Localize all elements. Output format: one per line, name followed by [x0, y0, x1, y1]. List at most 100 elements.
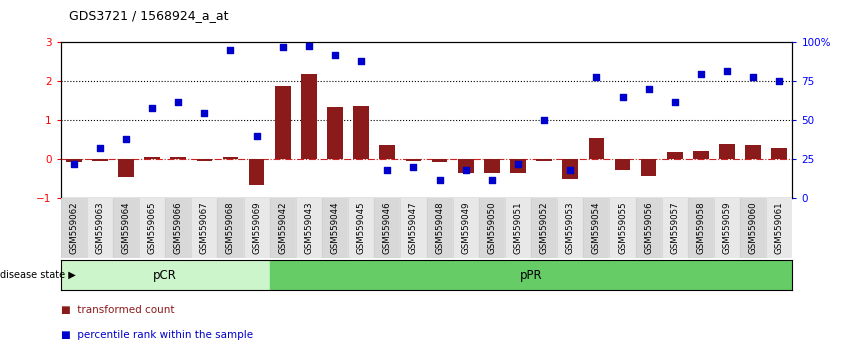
Point [563, 167, 577, 173]
Point [433, 177, 447, 182]
Point [590, 74, 604, 80]
Text: GSM559047: GSM559047 [409, 201, 418, 254]
Bar [275, 86, 291, 159]
Bar [426, 198, 453, 258]
Point [119, 136, 132, 142]
Bar [191, 198, 217, 258]
Point [537, 118, 551, 123]
Bar [484, 159, 500, 173]
Text: GSM559045: GSM559045 [357, 201, 365, 254]
Text: GSM559054: GSM559054 [591, 201, 601, 254]
Bar [610, 198, 636, 258]
Bar [740, 198, 766, 258]
Point [171, 99, 185, 104]
Text: pCR: pCR [153, 269, 177, 282]
Bar [249, 159, 264, 185]
Point [511, 161, 525, 167]
Text: GSM559056: GSM559056 [644, 201, 653, 254]
Bar [505, 198, 531, 258]
Text: GSM559069: GSM559069 [252, 201, 262, 254]
Bar [667, 152, 682, 159]
Text: ■  transformed count: ■ transformed count [61, 305, 174, 315]
Bar [145, 157, 160, 159]
Bar [589, 138, 604, 159]
Text: GSM559049: GSM559049 [462, 201, 470, 254]
Bar [322, 198, 348, 258]
Bar [92, 159, 107, 161]
Point [354, 58, 368, 64]
Bar [87, 198, 113, 258]
Text: GSM559055: GSM559055 [618, 201, 627, 254]
Bar [584, 198, 610, 258]
Bar [348, 198, 374, 258]
Bar [197, 159, 212, 161]
Point [302, 43, 316, 48]
Text: GSM559053: GSM559053 [565, 201, 575, 254]
Point [642, 86, 656, 92]
Point [380, 167, 394, 173]
Text: GSM559059: GSM559059 [722, 201, 732, 254]
Bar [296, 198, 322, 258]
Text: GSM559068: GSM559068 [226, 201, 235, 254]
Bar [353, 105, 369, 159]
Text: GSM559046: GSM559046 [383, 201, 391, 254]
Text: GSM559061: GSM559061 [775, 201, 784, 254]
Text: GSM559042: GSM559042 [278, 201, 288, 254]
Bar [510, 159, 526, 173]
Point [746, 74, 760, 80]
Bar [374, 198, 400, 258]
Text: pPR: pPR [520, 269, 542, 282]
Bar [432, 159, 448, 162]
Text: GSM559052: GSM559052 [540, 201, 548, 254]
Bar [223, 157, 238, 159]
Point [276, 44, 290, 50]
Text: GSM559058: GSM559058 [696, 201, 706, 254]
Text: disease state ▶: disease state ▶ [0, 270, 75, 280]
Point [694, 71, 708, 76]
Point [616, 94, 630, 100]
Text: GDS3721 / 1568924_a_at: GDS3721 / 1568924_a_at [69, 9, 229, 22]
Text: GSM559050: GSM559050 [488, 201, 496, 254]
Bar [746, 144, 761, 159]
Text: GSM559063: GSM559063 [95, 201, 104, 254]
Bar [458, 159, 474, 173]
Point [772, 79, 786, 84]
Bar [562, 159, 578, 179]
Bar [714, 198, 740, 258]
Bar [536, 159, 552, 161]
Point [485, 177, 499, 182]
Bar [379, 144, 395, 159]
Bar [693, 151, 708, 159]
Point [249, 133, 263, 139]
Bar [139, 198, 165, 258]
Bar [66, 159, 81, 162]
Bar [453, 198, 479, 258]
Text: GSM559057: GSM559057 [670, 201, 679, 254]
Bar [171, 157, 186, 159]
Bar [479, 198, 505, 258]
Bar [615, 159, 630, 170]
Text: GSM559064: GSM559064 [121, 201, 131, 254]
Text: GSM559044: GSM559044 [331, 201, 339, 254]
Bar [269, 198, 296, 258]
Bar [531, 198, 557, 258]
Text: GSM559060: GSM559060 [749, 201, 758, 254]
Point [93, 145, 107, 151]
Bar [243, 198, 269, 258]
Bar [688, 198, 714, 258]
Bar [641, 159, 656, 176]
Bar [327, 107, 343, 159]
Point [459, 167, 473, 173]
Bar [557, 198, 584, 258]
Text: GSM559043: GSM559043 [305, 201, 313, 254]
Point [223, 47, 237, 53]
Bar [217, 198, 243, 258]
Point [668, 99, 682, 104]
Bar [636, 198, 662, 258]
Bar [269, 260, 792, 290]
Bar [400, 198, 426, 258]
Bar [165, 198, 191, 258]
Text: GSM559051: GSM559051 [514, 201, 522, 254]
Bar [61, 260, 269, 290]
Text: GSM559067: GSM559067 [200, 201, 209, 254]
